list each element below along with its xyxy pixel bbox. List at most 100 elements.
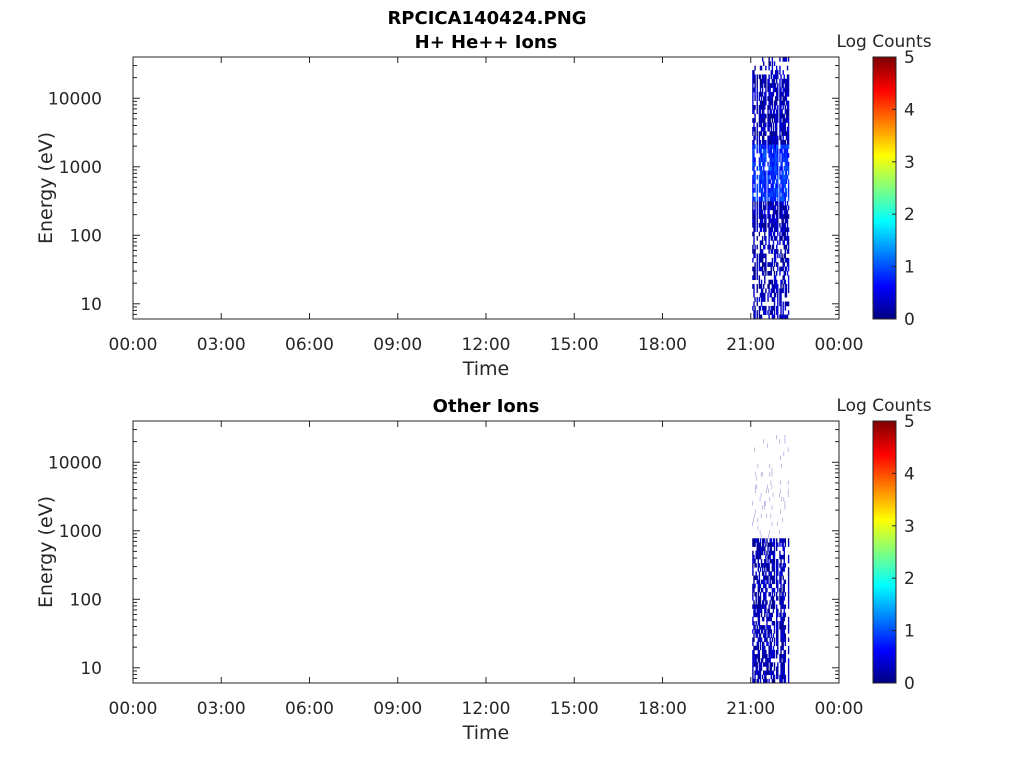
- spectrogram-cell: [764, 231, 766, 237]
- spectrogram-cell: [760, 166, 763, 171]
- spectrogram-cell: [779, 288, 781, 294]
- colorbar-segment: [873, 512, 896, 516]
- colorbar-segment: [873, 164, 896, 168]
- spectrogram-cell: [779, 297, 781, 302]
- spectrogram-cell: [767, 109, 769, 115]
- spectrogram-cell: [754, 608, 756, 614]
- spectrogram-cell: [781, 592, 783, 597]
- spectrogram-cell: [769, 135, 771, 141]
- spectrogram-cell: [780, 563, 782, 568]
- spectrogram-cell: [768, 205, 770, 211]
- spectrogram-cell: [758, 266, 761, 272]
- spectrogram-cell: [763, 105, 765, 110]
- spectrogram-cell: [760, 658, 763, 663]
- colorbar-segment: [873, 237, 896, 241]
- spectrogram-cell: [777, 70, 779, 75]
- colorbar-segment: [873, 517, 896, 521]
- spectrogram-cell: [776, 262, 778, 267]
- spectrogram-cell: [755, 654, 757, 659]
- spectrogram-cell: [756, 608, 758, 614]
- spectrogram-cell: [753, 157, 755, 163]
- spectrogram-cell: [766, 666, 768, 671]
- spectrogram-cell: [753, 249, 755, 254]
- colorbar-segment: [873, 478, 896, 482]
- spectrogram-cell: [784, 538, 787, 543]
- spectrogram-cell: [785, 301, 788, 307]
- spectrogram-cell: [761, 236, 764, 241]
- spectrogram-cell: [752, 521, 753, 527]
- spectrogram-cell: [758, 262, 761, 267]
- spectrogram-cell: [754, 625, 756, 630]
- spectrogram-cell: [765, 575, 767, 580]
- x-tick-label: 15:00: [550, 335, 599, 355]
- spectrogram-cell: [772, 558, 775, 564]
- spectrogram-cell: [784, 649, 787, 655]
- spectrogram-cell: [787, 645, 790, 651]
- spectrogram-cell: [760, 174, 763, 180]
- spectrogram-cell: [769, 472, 771, 477]
- colorbar-segment: [873, 303, 896, 307]
- spectrogram-cell: [753, 645, 755, 651]
- spectrogram-cell: [774, 257, 777, 263]
- spectrogram-cell: [782, 546, 784, 552]
- spectrogram-cell: [760, 301, 763, 307]
- colorbar-segment: [873, 470, 896, 474]
- spectrogram-cell: [777, 662, 779, 667]
- spectrogram-cell: [768, 658, 770, 663]
- spectrogram-cell: [763, 592, 765, 597]
- spectrogram-cell: [770, 153, 772, 158]
- spectrogram-cell: [757, 645, 760, 651]
- spectrogram-cell: [773, 587, 776, 593]
- spectrogram-cell: [782, 554, 784, 560]
- spectrogram-cell: [781, 100, 783, 106]
- spectrogram-cell: [761, 91, 764, 97]
- spectrogram-cell: [756, 201, 758, 206]
- colorbar-segment: [873, 198, 896, 202]
- spectrogram-cell: [772, 91, 775, 97]
- spectrogram-cell: [780, 288, 782, 294]
- spectrogram-cell: [784, 314, 787, 320]
- spectrogram-cell: [772, 113, 775, 119]
- spectrogram-cell: [759, 87, 762, 93]
- spectrogram-cell: [761, 218, 764, 224]
- spectrogram-cell: [758, 205, 761, 211]
- spectrogram-cell: [780, 678, 782, 684]
- spectrogram-cell: [767, 608, 769, 614]
- spectrogram-cell: [784, 641, 787, 647]
- spectrogram-cell: [760, 608, 763, 614]
- colorbar-segment: [873, 646, 896, 650]
- spectrogram-cell: [777, 266, 779, 272]
- spectrogram-cell: [774, 222, 777, 228]
- colorbar-segment: [873, 114, 896, 118]
- spectrogram-cell: [783, 563, 785, 568]
- spectrogram-cell: [768, 174, 770, 180]
- spectrogram-cell: [766, 612, 768, 618]
- spectrogram-cell: [776, 113, 778, 119]
- spectrogram-cell: [768, 222, 770, 228]
- spectrogram-cell: [769, 188, 771, 193]
- spectrogram-cell: [784, 236, 787, 241]
- spectrogram-cell: [776, 91, 778, 97]
- x-tick-label: 21:00: [726, 699, 775, 719]
- spectrogram-cell: [759, 305, 762, 311]
- colorbar-segment: [873, 140, 896, 144]
- spectrogram-cell: [777, 139, 779, 145]
- spectrogram-cell: [769, 629, 771, 634]
- spectrogram-cell: [752, 192, 754, 198]
- spectrogram-cell: [779, 131, 781, 136]
- spectrogram-cell: [773, 558, 776, 564]
- spectrogram-cell: [753, 126, 755, 132]
- spectrogram-cell: [770, 188, 772, 193]
- spectrogram-cell: [756, 604, 758, 609]
- spectrogram-cell: [787, 74, 790, 80]
- spectrogram-cell: [780, 126, 782, 132]
- x-tick-label: 09:00: [373, 335, 422, 355]
- spectrogram-cell: [782, 563, 784, 568]
- spectrogram-cell: [785, 109, 788, 115]
- spectrogram-cell: [758, 674, 761, 680]
- spectrogram-cell: [768, 678, 770, 684]
- spectrogram-cell: [784, 563, 787, 568]
- spectrogram-cell: [753, 196, 755, 202]
- spectrogram-cell: [756, 275, 758, 280]
- colorbar-segment: [873, 263, 896, 267]
